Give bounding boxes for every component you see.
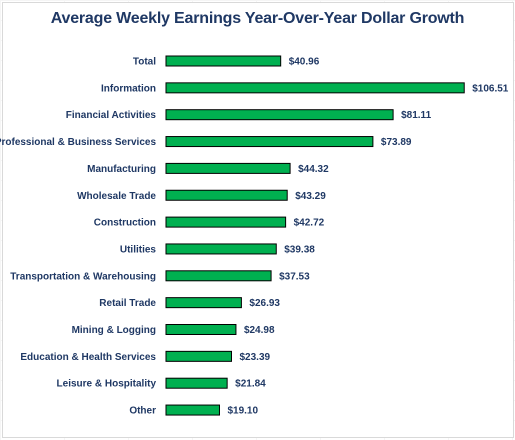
value-label: $39.38 — [284, 244, 315, 255]
value-label: $43.29 — [295, 191, 326, 202]
category-label: Transportation & Warehousing — [10, 271, 156, 282]
bar[interactable] — [165, 243, 277, 255]
value-label: $40.96 — [289, 57, 320, 68]
category-label: Financial Activities — [66, 110, 157, 121]
value-label: $21.84 — [235, 379, 266, 390]
category-label: Retail Trade — [99, 298, 156, 309]
category-label: Construction — [94, 218, 156, 229]
category-label: Leisure & Hospitality — [57, 379, 157, 390]
bar[interactable] — [165, 377, 228, 389]
category-label: Other — [129, 406, 156, 417]
category-label: Manufacturing — [87, 164, 156, 175]
value-label: $23.39 — [239, 352, 270, 363]
value-label: $24.98 — [244, 325, 275, 336]
chart-title: Average Weekly Earnings Year-Over-Year D… — [50, 10, 465, 27]
category-label: Wholesale Trade — [77, 191, 156, 202]
bar[interactable] — [165, 350, 232, 362]
value-label: $81.11 — [401, 110, 431, 121]
bar[interactable] — [165, 82, 465, 94]
category-label: Mining & Logging — [72, 325, 156, 336]
bar[interactable] — [165, 189, 288, 201]
bar[interactable] — [165, 216, 287, 228]
value-label: $44.32 — [298, 164, 329, 175]
bar[interactable] — [165, 136, 374, 148]
bar[interactable] — [165, 297, 242, 309]
value-label: $26.93 — [249, 298, 280, 309]
value-label: $19.10 — [227, 406, 258, 417]
value-label: $106.51 — [472, 83, 509, 94]
value-label: $73.89 — [381, 137, 412, 148]
bar[interactable] — [165, 270, 272, 282]
bar[interactable] — [165, 109, 394, 121]
bar[interactable] — [165, 55, 282, 67]
value-label: $37.53 — [279, 271, 310, 282]
bar[interactable] — [165, 404, 220, 416]
category-label: Information — [101, 83, 156, 94]
category-label: Utilities — [120, 244, 157, 255]
category-label: Education & Health Services — [20, 352, 156, 363]
category-label: Total — [133, 57, 156, 68]
bar[interactable] — [165, 162, 291, 174]
bar[interactable] — [165, 324, 237, 335]
category-label: Professional & Business Services — [0, 137, 156, 148]
value-label: $42.72 — [294, 218, 325, 229]
